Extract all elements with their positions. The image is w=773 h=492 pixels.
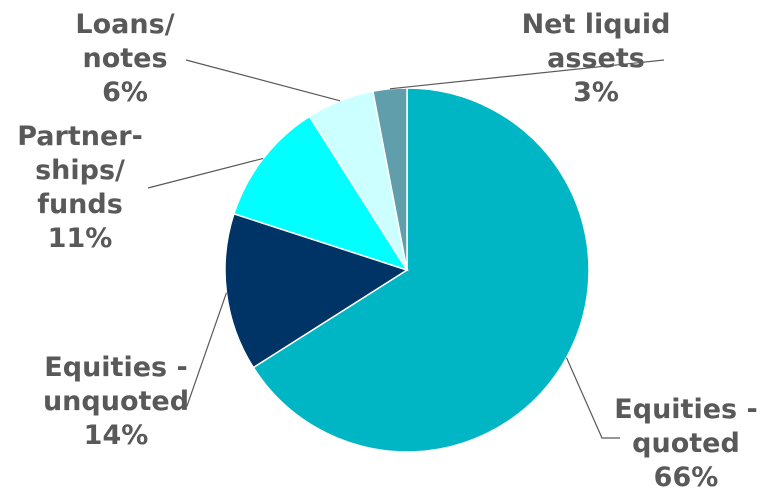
leader-line-4	[389, 59, 665, 90]
slice-value-label: 3%	[573, 77, 619, 108]
slice-name-label: quoted	[632, 428, 740, 459]
leader-line-0	[565, 357, 620, 439]
leader-line-1	[183, 292, 228, 407]
slice-name-label: notes	[82, 43, 167, 74]
slice-value-label: 6%	[102, 77, 148, 108]
slice-name-label: funds	[37, 189, 123, 220]
slice-label-4: Net liquid assets 3%	[522, 9, 671, 108]
slice-label-3: Loans/notes 6%	[75, 9, 174, 108]
pie-slices	[224, 87, 590, 453]
slice-name-label: Equities -	[44, 352, 187, 383]
slice-name-label: Partner-	[17, 121, 143, 152]
slice-name-label: assets	[547, 43, 645, 74]
slice-name-label: unquoted	[43, 386, 189, 417]
slice-value-label: 66%	[654, 462, 719, 492]
slice-value-label: 14%	[84, 420, 149, 451]
slice-name-label: Equities -	[614, 394, 757, 425]
slice-value-label: 11%	[48, 223, 113, 254]
leader-lines	[147, 59, 665, 439]
slice-label-1: Equities -unquoted 14%	[43, 352, 189, 451]
slice-label-0: Equities -quoted 66%	[614, 394, 757, 492]
slice-name-label: Net liquid	[522, 9, 671, 40]
pie-slice-2	[232, 115, 409, 272]
pie-slice-1	[224, 212, 409, 369]
leader-line-2	[147, 157, 264, 189]
leader-line-3	[185, 59, 341, 102]
slice-name-label: ships/	[35, 155, 125, 186]
slice-name-label: Loans/	[75, 9, 174, 40]
slice-label-2: Partner-ships/funds 11%	[17, 121, 143, 254]
slice-labels: Equities -quoted 66%Equities -unquoted 14%…	[17, 9, 757, 492]
